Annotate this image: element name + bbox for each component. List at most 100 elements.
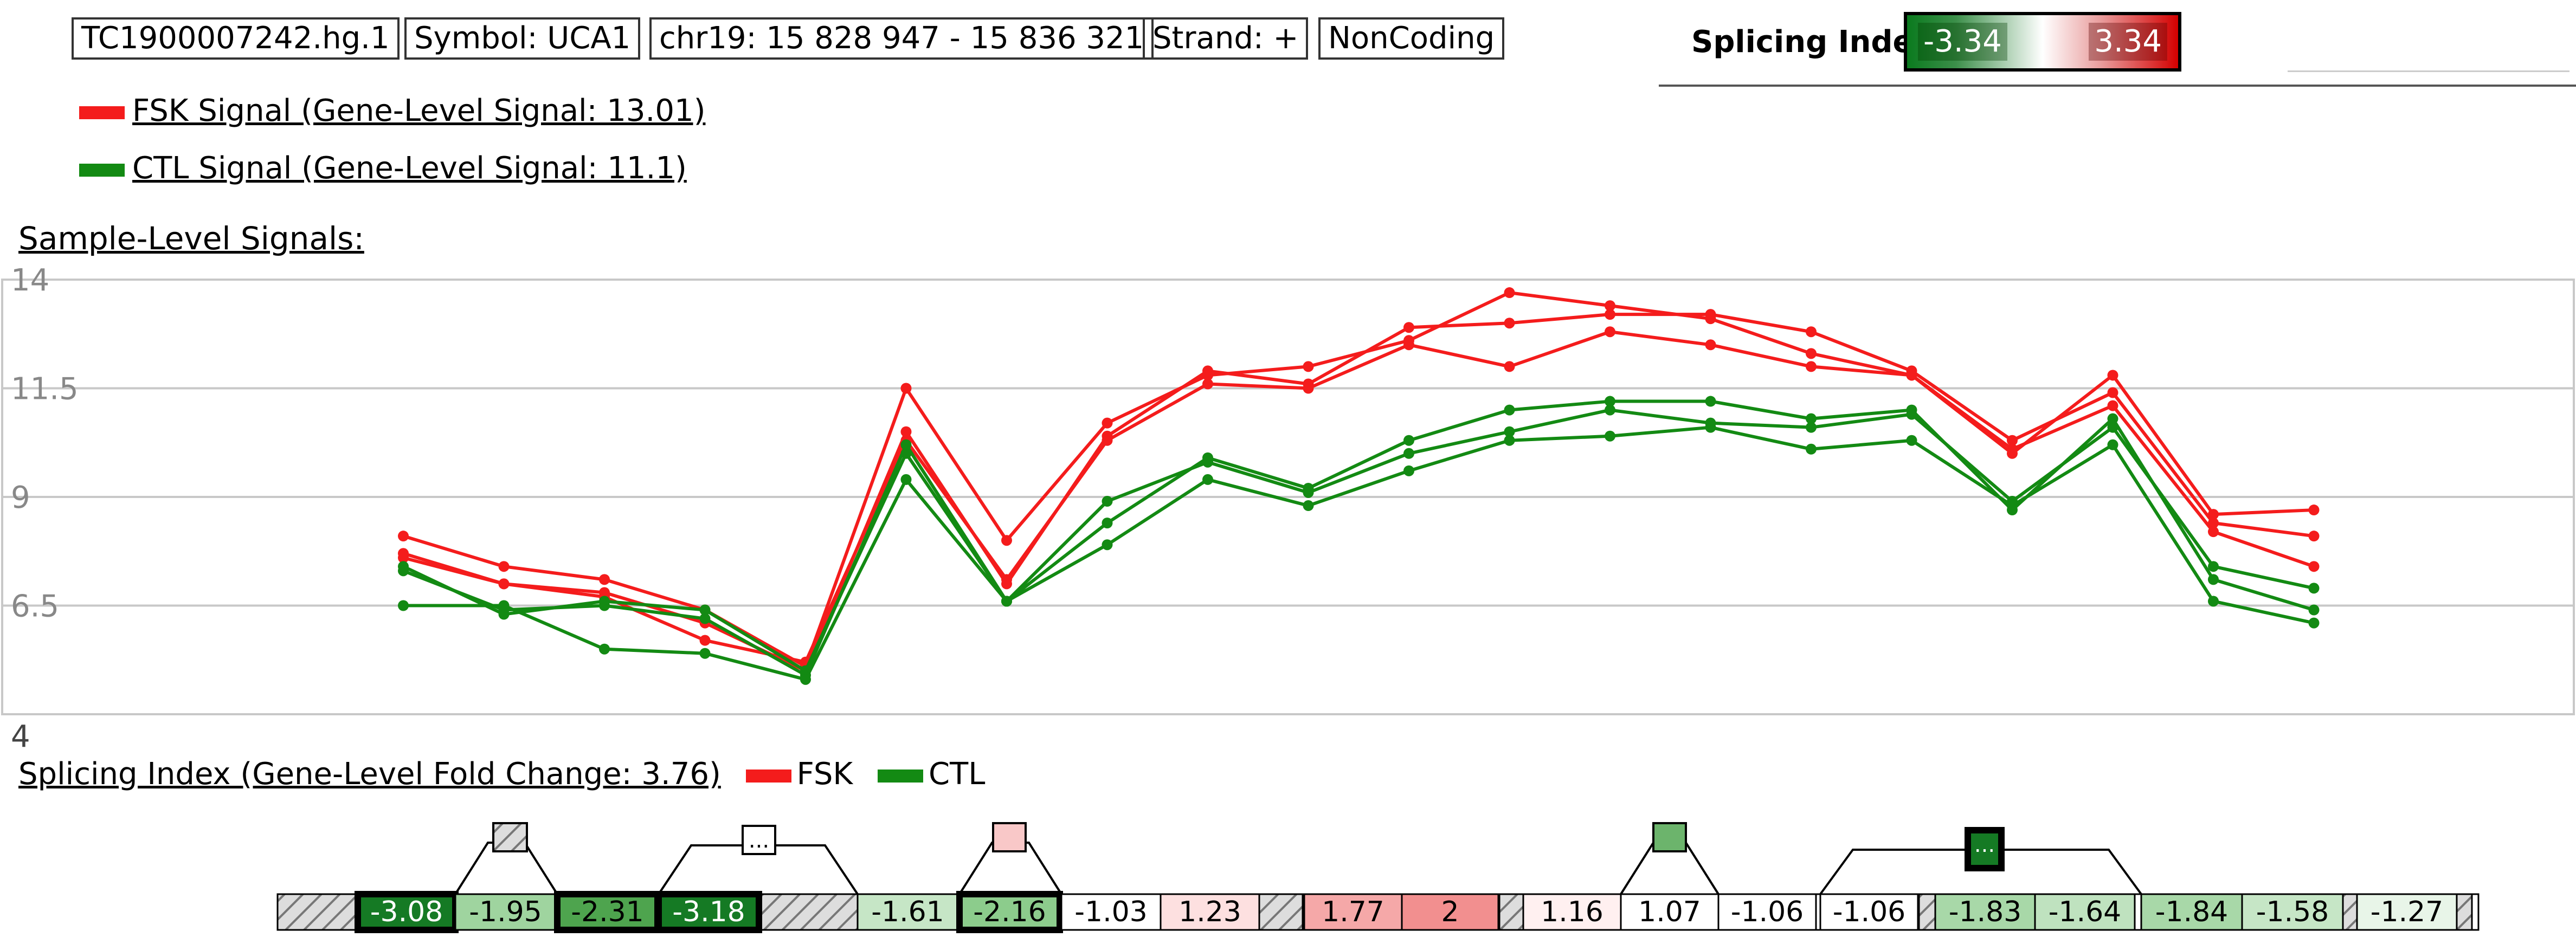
data-point-ctl: [2208, 596, 2219, 607]
data-point-ctl: [2308, 617, 2320, 629]
data-point-ctl: [699, 604, 711, 616]
exon-cell-label: -1.64: [2049, 896, 2122, 928]
data-point-fsk: [2107, 370, 2118, 381]
exon-cell-label: -2.31: [571, 896, 644, 928]
data-point-fsk: [1504, 361, 1515, 372]
hatched-block: [276, 893, 360, 931]
data-point-ctl: [1504, 426, 1515, 437]
junction-box: [1965, 827, 2005, 871]
data-point-ctl: [2208, 561, 2219, 572]
data-point-ctl: [699, 613, 711, 624]
y-tick-label: 4: [11, 719, 30, 754]
data-point-fsk: [1705, 309, 1716, 320]
data-point-ctl: [1102, 518, 1113, 529]
exon-cell-label: -2.16: [973, 896, 1046, 928]
scale-min: -3.34: [1918, 23, 2007, 61]
exon-cell-label: -1.95: [469, 896, 542, 928]
data-point-ctl: [1906, 435, 1917, 446]
data-point-fsk: [498, 561, 510, 572]
data-point-ctl: [1806, 443, 1817, 455]
data-point-fsk: [1001, 574, 1012, 585]
y-tick-label: 9: [11, 480, 30, 515]
data-point-ctl: [1605, 396, 1615, 407]
data-point-fsk: [1202, 365, 1213, 377]
junction-box: [1652, 822, 1687, 852]
data-point-ctl: [1202, 452, 1213, 463]
exon-cell: [2241, 893, 2344, 931]
data-point-fsk: [2208, 526, 2219, 538]
hatched-block: [2342, 893, 2358, 931]
data-point-fsk: [900, 426, 912, 437]
legend-ctl[interactable]: CTL Signal (Gene-Level Signal: 11.1): [79, 151, 687, 186]
data-point-fsk: [1504, 318, 1515, 329]
hatched-block: [758, 893, 859, 931]
legend-ctl-label: CTL Signal (Gene-Level Signal: 11.1): [132, 151, 687, 186]
strand: Strand: +: [1143, 17, 1309, 60]
data-point-ctl: [1705, 422, 1716, 433]
exon-cell-label: 1.23: [1178, 896, 1241, 928]
series-line-fsk: [403, 330, 2315, 664]
data-point-ctl: [900, 439, 912, 450]
data-point-fsk: [398, 531, 409, 542]
series-line-ctl: [403, 425, 2315, 681]
data-point-ctl: [1403, 448, 1414, 459]
data-point-fsk: [2308, 505, 2320, 516]
data-point-fsk: [498, 578, 510, 590]
ctl-key-label: CTL: [928, 757, 986, 792]
data-point-ctl: [1605, 404, 1615, 416]
gene-symbol: Symbol: UCA1: [404, 17, 641, 60]
exon-cell-label: -1.06: [1731, 896, 1804, 928]
data-point-fsk: [2107, 400, 2118, 411]
data-point-ctl: [2107, 439, 2118, 450]
y-tick-label: 11.5: [11, 372, 79, 407]
data-point-fsk: [1906, 370, 1917, 381]
data-point-fsk: [1705, 339, 1716, 351]
data-point-ctl: [1806, 422, 1817, 433]
exon-cell-label: -3.08: [370, 896, 443, 928]
data-point-ctl: [1102, 539, 1113, 551]
data-point-fsk: [1605, 309, 1615, 320]
data-point-ctl: [1705, 396, 1716, 407]
exon-cell-label: -1.03: [1074, 896, 1148, 928]
data-point-ctl: [800, 674, 811, 685]
data-point-ctl: [1403, 465, 1414, 476]
splicing-index-row: Splicing Index (Gene-Level Fold Change: …: [18, 757, 985, 792]
series-line-ctl: [402, 408, 2315, 673]
hatched-block: [1258, 893, 1304, 931]
data-point-fsk: [1403, 322, 1414, 333]
hatched-block: [1918, 893, 1936, 931]
data-point-fsk: [1605, 300, 1615, 312]
data-point-ctl: [2308, 583, 2320, 594]
exon-cell-label: -1.83: [1949, 896, 2022, 928]
data-point-ctl: [498, 600, 510, 611]
fsk-key-label: FSK: [796, 757, 853, 792]
transcript-type: NonCoding: [1318, 17, 1505, 60]
sample-level-signals-title: Sample-Level Signals:: [18, 220, 364, 257]
data-point-ctl: [1303, 482, 1314, 494]
exon-cell-label: -1.84: [2155, 896, 2229, 928]
data-point-ctl: [1806, 413, 1817, 424]
exon-cell-label: 2: [1441, 896, 1459, 928]
data-point-fsk: [1001, 535, 1012, 546]
fsk-key-swatch: [745, 769, 791, 783]
fsk-swatch: [79, 106, 125, 119]
legend-fsk[interactable]: FSK Signal (Gene-Level Signal: 13.01): [79, 93, 705, 128]
data-point-fsk: [2308, 561, 2320, 572]
header-divider-faint: [2288, 70, 2569, 72]
data-point-fsk: [599, 574, 610, 585]
data-point-fsk: [2007, 435, 2018, 446]
chromosome-location: chr19: 15 828 947 - 15 836 321: [649, 17, 1154, 60]
data-point-fsk: [1504, 287, 1515, 299]
scale-max: 3.34: [2089, 23, 2167, 61]
data-point-ctl: [699, 648, 711, 659]
exon-cell: [1717, 893, 1817, 931]
exon-cell-label: 1.07: [1638, 896, 1701, 928]
exon-cell-label: -1.27: [2371, 896, 2444, 928]
data-point-fsk: [1806, 348, 1817, 359]
junction-box: [992, 822, 1027, 852]
exon-cell: [655, 891, 762, 933]
data-point-fsk: [2007, 443, 2018, 455]
data-point-fsk: [1102, 417, 1113, 429]
